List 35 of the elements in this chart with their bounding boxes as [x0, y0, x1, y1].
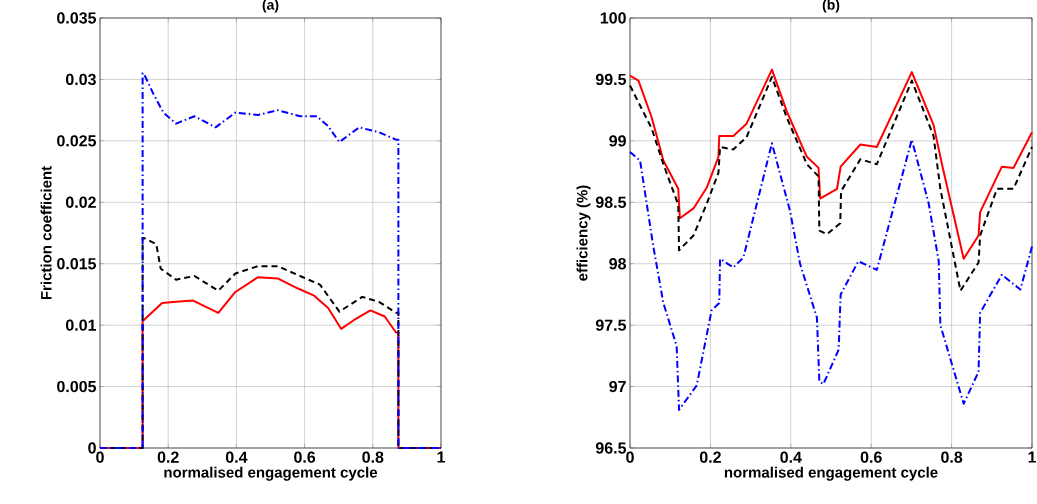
chart-title: (b) — [822, 0, 840, 13]
y-tick-label: 98.5 — [595, 196, 627, 208]
chart-title: (a) — [262, 0, 279, 13]
y-tick-label: 99.5 — [595, 73, 627, 86]
x-axis-title: normalised engagement cycle — [164, 466, 378, 481]
line-series — [629, 138, 1034, 411]
y-tick-label: 0 — [88, 442, 96, 454]
x-tick-label: 0.8 — [362, 451, 384, 463]
y-tick-label: 0.005 — [57, 380, 97, 393]
y-tick-label: 96.5 — [595, 442, 627, 454]
x-axis-title: normalised engagement cycle — [724, 466, 938, 481]
y-tick-label: 0.035 — [57, 12, 97, 24]
y-tick-label: 0.01 — [65, 319, 97, 331]
x-tick-label: 0.6 — [860, 451, 882, 463]
line-series — [99, 72, 442, 449]
x-tick-label: 0.6 — [294, 451, 316, 463]
y-tick-label: 98 — [609, 258, 626, 270]
x-tick-label: 0.2 — [157, 451, 179, 463]
y-tick-label: 0.015 — [57, 258, 97, 270]
x-tick-label: 0.4 — [225, 451, 248, 463]
y-tick-label: 97 — [609, 380, 626, 393]
x-tick-label: 0.2 — [699, 451, 721, 463]
y-axis-title: efficiency (%) — [576, 185, 591, 281]
y-tick-label: 99 — [609, 135, 626, 147]
y-tick-label: 0.02 — [65, 196, 96, 208]
x-tick-label: 0.4 — [780, 451, 802, 463]
x-tick-label: 1 — [437, 451, 446, 463]
y-tick-label: 0.03 — [65, 73, 96, 86]
y-tick-label: 0.025 — [57, 135, 97, 147]
y-axis-title: Friction coefficient — [40, 166, 52, 300]
line-series — [629, 68, 1034, 260]
y-tick-label: 100 — [600, 12, 626, 24]
x-tick-label: 1 — [1028, 451, 1037, 463]
x-tick-label: 0.8 — [941, 451, 963, 463]
y-tick-label: 97.5 — [595, 319, 627, 331]
